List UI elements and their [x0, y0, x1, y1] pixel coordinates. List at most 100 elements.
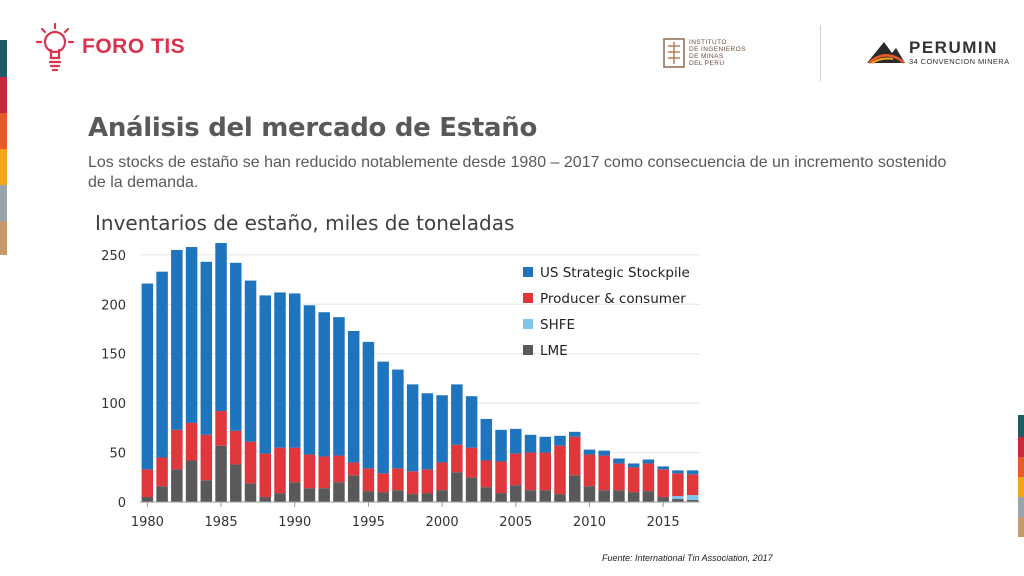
bar-segment [465, 396, 478, 448]
perumin-name: PERUMIN [909, 38, 998, 57]
institute-logo: INSTITUTO DE INGENIEROS DE MINAS DEL PER… [663, 38, 746, 68]
bar-segment [627, 492, 640, 502]
bar-segment [480, 460, 493, 488]
chart-heading: Inventarios de estaño, miles de tonelada… [95, 211, 515, 235]
bar-segment [362, 491, 375, 502]
bar-segment [406, 494, 419, 502]
x-tick-label: 2015 [647, 515, 680, 530]
bar-segment [333, 317, 345, 456]
bar-segment [539, 436, 552, 453]
bar-segment [230, 430, 242, 465]
bar-segment [362, 341, 375, 469]
mountain-icon [867, 42, 905, 64]
bar-segment [259, 453, 272, 498]
bar-segment [480, 418, 493, 461]
bar-segment [347, 462, 360, 476]
bar-segment [303, 454, 316, 489]
bar-segment [554, 435, 566, 446]
bar-segment [185, 422, 198, 461]
bar-segment [583, 454, 596, 487]
bar-segment [318, 456, 330, 489]
bar-segment [642, 491, 655, 502]
bar-segment [686, 474, 699, 496]
bar-segment [288, 447, 301, 483]
bar-segment [406, 471, 419, 495]
bar-segment [244, 441, 257, 484]
left-color-stripe [0, 40, 7, 255]
bar-segment [672, 496, 684, 500]
bar-segment [392, 490, 404, 502]
bar-segment [171, 469, 183, 502]
bar-segment [156, 271, 168, 458]
bar-segment [406, 384, 419, 472]
bar-segment [156, 486, 168, 502]
bar-segment [171, 429, 183, 470]
x-tick-label: 1990 [278, 515, 311, 530]
bar-segment [141, 469, 154, 498]
source-note: Fuente: International Tin Association, 2… [602, 553, 773, 563]
bar-segment [598, 450, 610, 456]
institute-emblem-icon [663, 38, 685, 68]
bar-segment [200, 434, 213, 481]
bar-segment [436, 462, 448, 491]
bar-segment [377, 492, 389, 502]
slide-subtitle: Los stocks de estaño se han reducido not… [88, 154, 947, 191]
bar-segment [215, 445, 227, 502]
bar-segment [495, 493, 507, 502]
header-divider [820, 25, 821, 81]
bar-segment [347, 330, 360, 463]
bar-segment [185, 460, 198, 502]
bar-segment [583, 486, 596, 502]
perumin-subtitle: 34 CONVENCION MINERA [909, 57, 1010, 66]
bar-segment [230, 464, 242, 502]
bar-segment [318, 488, 330, 502]
bar-segment [524, 452, 537, 491]
brand-name: FORO TIS [82, 35, 186, 58]
bar-segment [554, 445, 566, 495]
bar-segment [377, 361, 389, 474]
bar-segment [303, 305, 316, 455]
bar-segment [672, 473, 684, 497]
bar-segment [613, 463, 625, 491]
bar-segment [200, 480, 213, 502]
bar-segment [613, 490, 625, 502]
legend-swatch [523, 267, 533, 277]
bar-segment [627, 463, 640, 468]
bar-segment [333, 482, 345, 502]
bar-segment [524, 434, 537, 453]
bar-segment [598, 490, 610, 502]
y-tick-label: 250 [101, 249, 126, 264]
bar-segment [539, 490, 552, 502]
institute-line: DEL PERÚ [689, 60, 725, 67]
bar-segment [510, 453, 522, 486]
bar-segment [495, 461, 507, 494]
bar-segment [465, 447, 478, 478]
bar-segment [598, 455, 610, 491]
legend-swatch [523, 293, 533, 303]
bar-segment [421, 393, 434, 470]
bar-segment [244, 280, 257, 442]
bar-segment [451, 384, 463, 445]
bar-segment [244, 483, 257, 502]
perumin-logo: PERUMIN 34 CONVENCION MINERA [866, 39, 1010, 66]
bar-segment [613, 458, 625, 464]
bar-segment [510, 485, 522, 502]
legend-label: LME [540, 343, 568, 359]
legend-label: Producer & consumer [540, 291, 686, 307]
bar-segment [347, 475, 360, 502]
bar-segment [421, 493, 434, 502]
x-tick-label: 2010 [573, 515, 606, 530]
bar-segment [362, 468, 375, 492]
bar-segment [686, 495, 699, 501]
bar-segment [568, 475, 581, 502]
bar-segment [274, 493, 286, 502]
bar-segment [141, 283, 154, 470]
bar-segment [583, 449, 596, 455]
bar-segment [421, 469, 434, 494]
bar-segment [451, 472, 463, 502]
legend-label: US Strategic Stockpile [540, 265, 690, 281]
bar-segment [230, 262, 242, 431]
y-tick-label: 100 [101, 397, 126, 412]
x-tick-label: 2000 [426, 515, 459, 530]
bar-segment [303, 488, 316, 502]
